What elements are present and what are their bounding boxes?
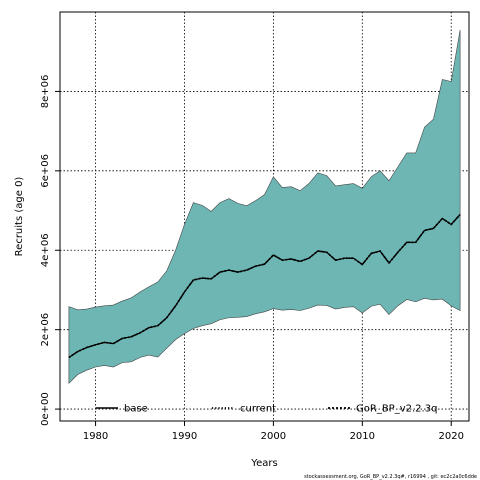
legend-label-1: current xyxy=(240,404,276,415)
x-axis-title: Years xyxy=(250,458,277,469)
plot-frame xyxy=(59,11,470,422)
y-tick-label-1: 2e+06 xyxy=(40,313,51,347)
x-tick-label-0: 1980 xyxy=(83,431,108,442)
legend: base current GoR_BP_v2.2.3q xyxy=(96,404,437,415)
y-tick-label-3: 6e+06 xyxy=(40,154,51,188)
series-line-gor-bp-v2-2-3q xyxy=(68,213,461,359)
x-tick-label-2: 2000 xyxy=(261,431,286,442)
x-tick-label-3: 2010 xyxy=(350,431,375,442)
y-axis-title: Recruits (age 0) xyxy=(14,177,25,257)
y-axis: 0e+00 2e+06 4e+06 6e+06 8e+06 xyxy=(40,75,60,426)
series-line-current xyxy=(68,213,461,359)
confidence-band-area xyxy=(68,29,461,384)
x-tick-label-1: 1990 xyxy=(172,431,197,442)
x-axis: 1980 1990 2000 2010 2020 xyxy=(83,421,464,442)
confidence-band xyxy=(68,29,461,384)
footnote: stockassessment.org, GoR_BP_v2.2.3q#, r1… xyxy=(304,474,477,480)
y-tick-label-0: 0e+00 xyxy=(40,392,51,426)
y-tick-label-4: 8e+06 xyxy=(40,75,51,109)
x-tick-label-4: 2020 xyxy=(438,431,463,442)
legend-label-0: base xyxy=(124,404,148,415)
legend-label-2: GoR_BP_v2.2.3q xyxy=(356,404,437,415)
y-tick-label-2: 4e+06 xyxy=(40,233,51,267)
series-lines xyxy=(68,213,461,359)
